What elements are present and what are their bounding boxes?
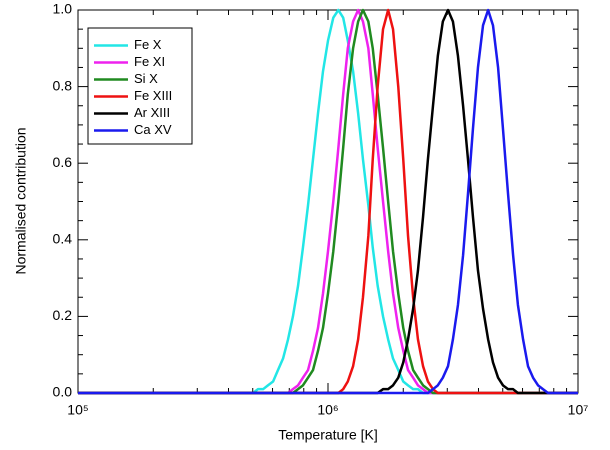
legend-label: Fe XIII: [134, 88, 172, 103]
legend-label: Ca XV: [134, 122, 172, 137]
legend-box: [87, 27, 193, 145]
x-axis-label: Temperature [K]: [278, 427, 378, 443]
legend-label: Fe XI: [134, 54, 165, 69]
x-tick-label: 10⁷: [568, 402, 589, 418]
y-axis-label: Normalised contribution: [13, 127, 29, 274]
y-tick-label: 0.8: [53, 77, 73, 93]
legend: Fe X Fe XI Si X Fe XIII Ar XIII Ca XV: [87, 27, 193, 145]
x-tick-label: 10⁵: [67, 402, 88, 418]
y-tick-label: 1.0: [53, 1, 73, 17]
y-tick-label: 0.0: [53, 384, 73, 400]
legend-label: Si X: [134, 71, 158, 86]
legend-label: Fe X: [134, 37, 162, 52]
y-tick-label: 0.2: [53, 307, 73, 323]
y-tick-label: 0.6: [53, 154, 73, 170]
series-line: [78, 8, 578, 395]
legend-label: Ar XIII: [134, 105, 170, 120]
y-tick-label: 0.4: [53, 231, 73, 247]
x-tick-label: 10⁶: [317, 402, 338, 418]
